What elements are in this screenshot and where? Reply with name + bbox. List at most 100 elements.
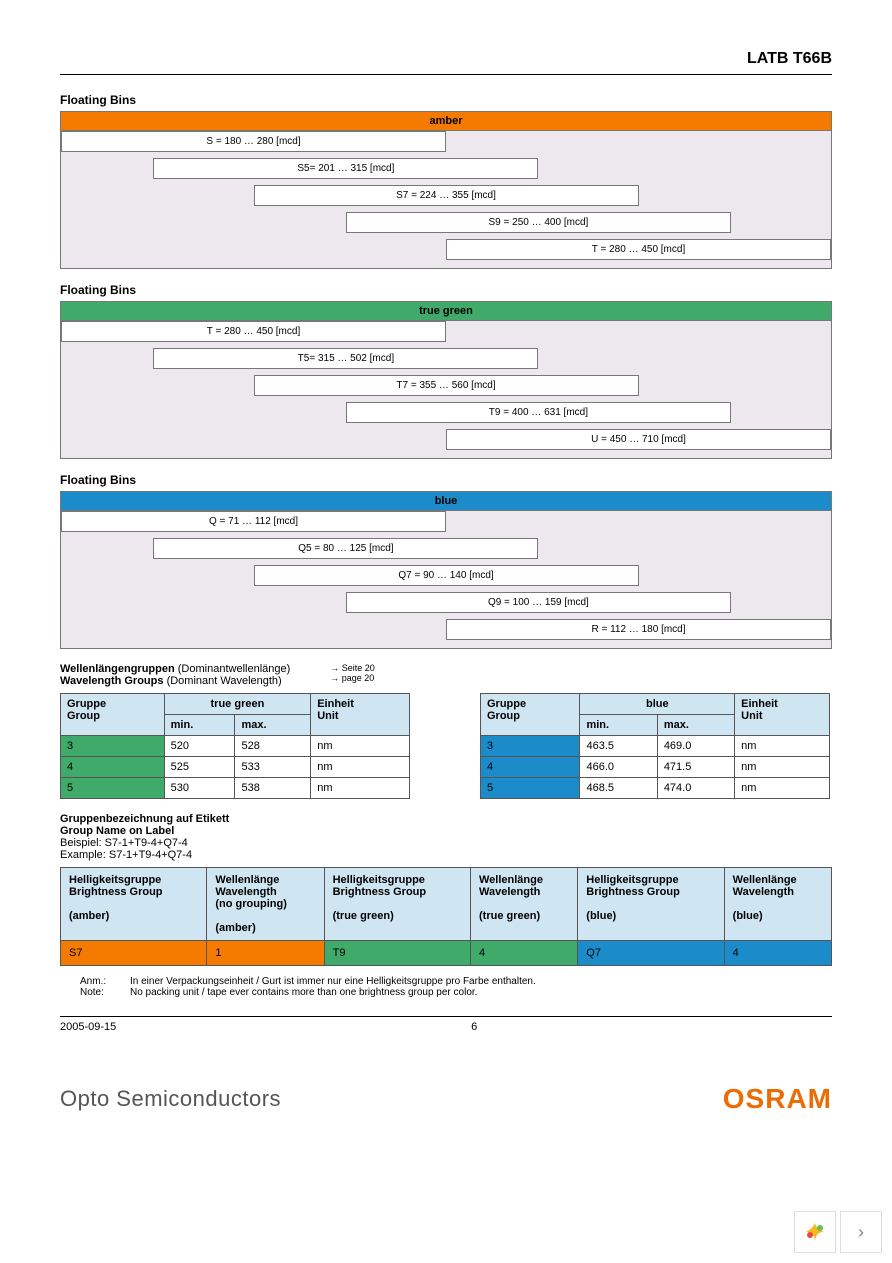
table-cell-max: 538 [235, 778, 311, 799]
bins-body: S = 180 … 280 [mcd] S5= 201 … 315 [mcd] S7… [61, 131, 831, 268]
footer-date: 2005-09-15 [60, 1021, 116, 1033]
wl-intro-en-paren: (Dominant Wavelength) [167, 675, 282, 687]
bin-row: T5= 315 … 502 [mcd] [153, 348, 538, 369]
bin-row: S5= 201 … 315 [mcd] [153, 158, 538, 179]
table-cell-max: 471.5 [657, 757, 734, 778]
col-group: GruppeGroup [61, 694, 165, 736]
group-table-header: HelligkeitsgruppeBrightness Group(amber) [61, 868, 207, 941]
bin-row: S = 180 … 280 [mcd] [61, 131, 446, 152]
wl-intro-en: Wavelength Groups [60, 675, 164, 687]
floating-bins-title: Floating Bins [60, 93, 832, 107]
grp-example-en: Example: S7-1+T9-4+Q7-4 [60, 849, 192, 861]
bins-header: true green [61, 302, 831, 321]
brand-bar: Opto Semiconductors OSRAM [0, 1083, 892, 1135]
bin-row: Q9 = 100 … 159 [mcd] [346, 592, 731, 613]
table-cell-unit: nm [735, 736, 830, 757]
bin-row: S9 = 250 … 400 [mcd] [346, 212, 731, 233]
bins-body: Q = 71 … 112 [mcd] Q5 = 80 … 125 [mcd] Q7 … [61, 511, 831, 648]
group-table-header: HelligkeitsgruppeBrightness Group(blue) [578, 868, 724, 941]
bin-row: T7 = 355 … 560 [mcd] [254, 375, 639, 396]
col-max: max. [657, 715, 734, 736]
footer-rule [60, 1016, 832, 1017]
wavelength-table: GruppeGrouptrue greenEinheitUnitmin.max.… [60, 693, 410, 799]
table-cell-min: 520 [164, 736, 235, 757]
table-cell-group: 3 [61, 736, 165, 757]
wl-intro-de: Wellenlängengruppen [60, 663, 175, 675]
table-cell-min: 525 [164, 757, 235, 778]
group-table-cell: 1 [207, 941, 324, 966]
group-table-header: WellenlängeWavelength(true green) [471, 868, 578, 941]
bin-row: Q = 71 … 112 [mcd] [61, 511, 446, 532]
bin-row: T = 280 … 450 [mcd] [446, 239, 831, 260]
bin-row: T9 = 400 … 631 [mcd] [346, 402, 731, 423]
brand-right: OSRAM [723, 1083, 832, 1115]
table-cell-group: 4 [61, 757, 165, 778]
wavelength-table: GruppeGroupblueEinheitUnit min.max. 3463.5… [480, 693, 830, 799]
floating-bins-title: Floating Bins [60, 283, 832, 297]
group-table-header: WellenlängeWavelength(no grouping)(amber… [207, 868, 324, 941]
col-group: GruppeGroup [481, 694, 580, 736]
floating-bins-title: Floating Bins [60, 473, 832, 487]
table-cell-unit: nm [311, 757, 410, 778]
table-cell-min: 468.5 [580, 778, 657, 799]
table-cell-min: 463.5 [580, 736, 657, 757]
group-table-header: WellenlängeWavelength(blue) [724, 868, 831, 941]
wl-ref-de: → Seite 20 [330, 663, 375, 673]
table-cell-min: 466.0 [580, 757, 657, 778]
col-color: blue [580, 694, 735, 715]
group-table-cell: T9 [324, 941, 470, 966]
footer-page: 6 [471, 1021, 477, 1033]
table-cell-unit: nm [311, 778, 410, 799]
table-cell-max: 528 [235, 736, 311, 757]
table-cell-group: 5 [61, 778, 165, 799]
col-min: min. [164, 715, 235, 736]
table-cell-unit: nm [735, 757, 830, 778]
grp-example-de: Beispiel: S7-1+T9-4+Q7-4 [60, 837, 188, 849]
table-cell-max: 469.0 [657, 736, 734, 757]
note-text-en: No packing unit / tape ever contains mor… [130, 987, 477, 998]
bins-header: blue [61, 492, 831, 511]
footer: 2005-09-15 6 [60, 1021, 832, 1033]
col-min: min. [580, 715, 657, 736]
col-unit: EinheitUnit [735, 694, 830, 736]
group-table-cell: Q7 [578, 941, 724, 966]
wl-intro-de-paren: (Dominantwellenlänge) [178, 663, 291, 675]
group-table-header: HelligkeitsgruppeBrightness Group(true g… [324, 868, 470, 941]
bin-row: Q7 = 90 … 140 [mcd] [254, 565, 639, 586]
bins-header: amber [61, 112, 831, 131]
bin-row: U = 450 … 710 [mcd] [446, 429, 831, 450]
brand-left: Opto Semiconductors [60, 1086, 281, 1112]
grp-title-de: Gruppenbezeichnung auf Etikett [60, 813, 229, 825]
bin-row: T = 280 … 450 [mcd] [61, 321, 446, 342]
note-text-de: In einer Verpackungseinheit / Gurt ist i… [130, 976, 536, 987]
wl-ref-en: → page 20 [330, 673, 374, 683]
note-label-en: Note: [80, 987, 130, 998]
group-table-cell: 4 [471, 941, 578, 966]
bin-row: R = 112 … 180 [mcd] [446, 619, 831, 640]
group-label-table: HelligkeitsgruppeBrightness Group(amber)… [60, 867, 832, 966]
bin-row: Q5 = 80 … 125 [mcd] [153, 538, 538, 559]
table-cell-max: 474.0 [657, 778, 734, 799]
group-table-cell: S7 [61, 941, 207, 966]
bins-block: true greenT = 280 … 450 [mcd] T5= 315 … 5… [60, 301, 832, 459]
note-label-de: Anm.: [80, 976, 130, 987]
bins-block: blueQ = 71 … 112 [mcd] Q5 = 80 … 125 [mcd… [60, 491, 832, 649]
header-rule [60, 74, 832, 75]
table-cell-group: 3 [481, 736, 580, 757]
table-cell-group: 4 [481, 757, 580, 778]
chevron-right-icon: › [858, 1222, 864, 1243]
grp-title-en: Group Name on Label [60, 825, 174, 837]
corner-badge: › [794, 1211, 882, 1253]
table-cell-group: 5 [481, 778, 580, 799]
corner-next[interactable]: › [840, 1211, 882, 1253]
bins-body: T = 280 … 450 [mcd] T5= 315 … 502 [mcd] T7… [61, 321, 831, 458]
bin-row: S7 = 224 … 355 [mcd] [254, 185, 639, 206]
col-max: max. [235, 715, 311, 736]
table-cell-unit: nm [735, 778, 830, 799]
col-unit: EinheitUnit [311, 694, 410, 736]
bins-block: amberS = 180 … 280 [mcd] S5= 201 … 315 [m… [60, 111, 832, 269]
table-cell-unit: nm [311, 736, 410, 757]
page-title: LATB T66B [60, 50, 832, 68]
wavelength-intro: Wellenlängengruppen (Dominantwellenlänge… [60, 663, 832, 687]
table-cell-min: 530 [164, 778, 235, 799]
